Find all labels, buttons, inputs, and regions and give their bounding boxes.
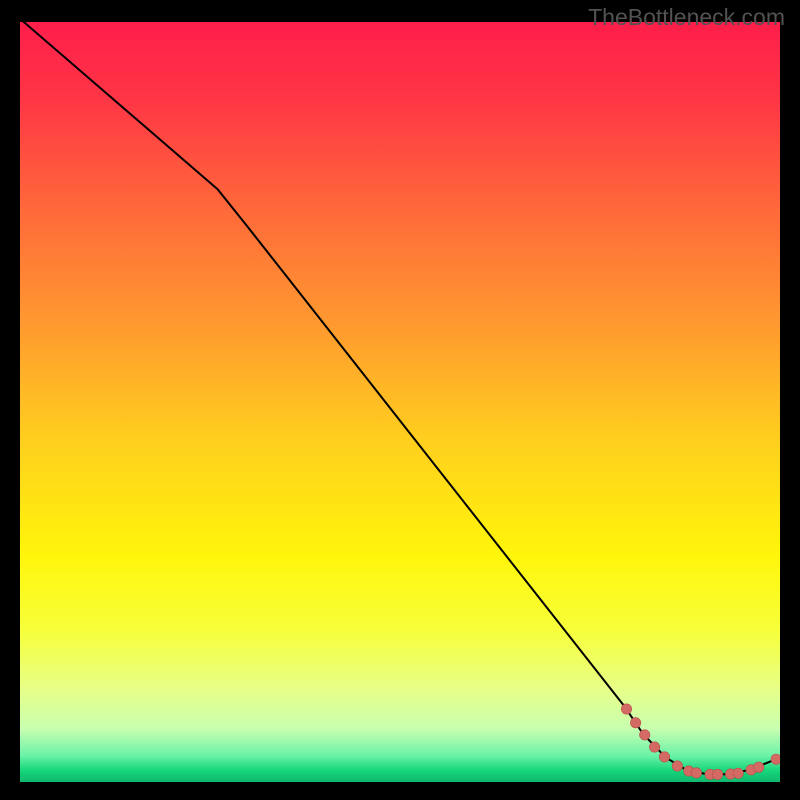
- watermark-text: TheBottleneck.com: [588, 4, 785, 31]
- data-marker: [621, 704, 631, 714]
- gradient-background: [20, 22, 780, 782]
- chart-stage: TheBottleneck.com: [0, 0, 800, 800]
- data-marker: [640, 730, 650, 740]
- data-marker: [630, 718, 640, 728]
- plot-area: [20, 22, 780, 782]
- data-marker: [672, 761, 682, 771]
- data-marker: [649, 742, 659, 752]
- data-marker: [712, 769, 722, 779]
- data-marker: [691, 768, 701, 778]
- data-marker: [733, 768, 743, 778]
- data-marker: [771, 754, 780, 764]
- data-marker: [659, 752, 669, 762]
- chart-svg: [20, 22, 780, 782]
- data-marker: [754, 762, 764, 772]
